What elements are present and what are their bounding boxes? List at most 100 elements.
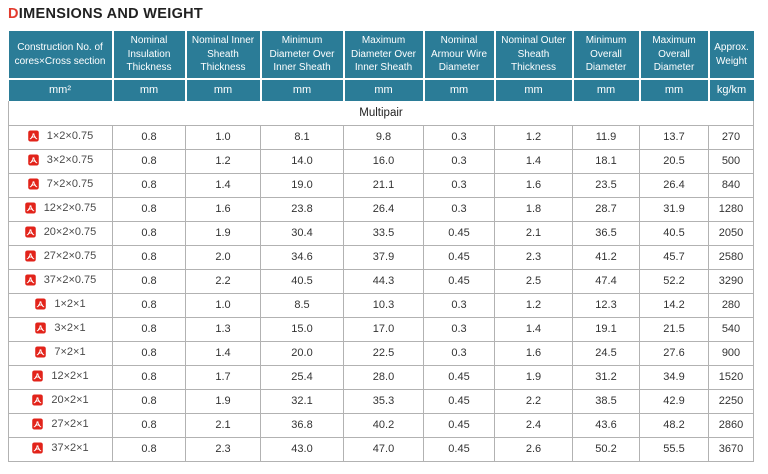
pdf-file-icon[interactable] <box>35 322 47 334</box>
column-header: Nominal Outer Sheath Thickness <box>493 31 573 80</box>
value-cell: 45.7 <box>639 244 709 270</box>
value-cell: 0.3 <box>423 316 495 342</box>
column-unit: mm <box>184 79 261 101</box>
construction-label: 3×2×1 <box>54 321 86 334</box>
value-cell: 0.45 <box>423 244 495 270</box>
pdf-file-icon[interactable] <box>32 442 44 454</box>
value-cell: 3290 <box>708 268 754 294</box>
value-cell: 0.3 <box>423 340 495 366</box>
value-cell: 900 <box>708 340 754 366</box>
value-cell: 0.8 <box>112 364 186 390</box>
construction-label: 20×2×1 <box>51 393 89 406</box>
value-cell: 30.4 <box>260 220 344 246</box>
column-header: Minimum Diameter Over Inner Sheath <box>259 31 344 80</box>
section-label: Multipair <box>8 101 754 126</box>
value-cell: 2.6 <box>494 436 573 462</box>
value-cell: 0.8 <box>112 196 186 222</box>
value-cell: 2.1 <box>494 220 573 246</box>
value-cell: 0.45 <box>423 268 495 294</box>
value-cell: 2.3 <box>185 436 261 462</box>
value-cell: 44.3 <box>343 268 424 294</box>
column-header: Construction No. of cores×Cross section <box>8 31 113 80</box>
value-cell: 23.8 <box>260 196 344 222</box>
value-cell: 20.0 <box>260 340 344 366</box>
value-cell: 1.9 <box>494 364 573 390</box>
construction-label: 7×2×1 <box>54 345 86 358</box>
pdf-file-icon[interactable] <box>27 154 39 166</box>
construction-cell: 20×2×1 <box>8 388 113 414</box>
value-cell: 21.5 <box>639 316 709 342</box>
pdf-file-icon[interactable] <box>32 418 44 430</box>
pdf-file-icon[interactable] <box>32 394 44 406</box>
value-cell: 1.0 <box>185 292 261 318</box>
value-cell: 0.8 <box>112 388 186 414</box>
construction-cell: 37×2×0.75 <box>8 268 113 294</box>
pdf-file-icon[interactable] <box>24 202 36 214</box>
value-cell: 50.2 <box>572 436 640 462</box>
value-cell: 22.5 <box>343 340 424 366</box>
value-cell: 280 <box>708 292 754 318</box>
column-header: Maximum Diameter Over Inner Sheath <box>342 31 424 80</box>
value-cell: 17.0 <box>343 316 424 342</box>
pdf-file-icon[interactable] <box>24 226 36 238</box>
construction-cell: 12×2×1 <box>8 364 113 390</box>
value-cell: 15.0 <box>260 316 344 342</box>
value-cell: 2.1 <box>185 412 261 438</box>
table-row: 1×2×1 0.8 1.0 8.5 10.3 0.3 1.2 12.3 14.2 280 <box>8 292 754 318</box>
value-cell: 1.3 <box>185 316 261 342</box>
table-row: 12×2×1 0.8 1.7 25.4 28.0 0.45 1.9 31.2 34.9 1520 <box>8 364 754 390</box>
value-cell: 1.6 <box>494 340 573 366</box>
value-cell: 1.4 <box>185 340 261 366</box>
value-cell: 41.2 <box>572 244 640 270</box>
value-cell: 0.45 <box>423 412 495 438</box>
value-cell: 8.5 <box>260 292 344 318</box>
value-cell: 40.5 <box>260 268 344 294</box>
construction-cell: 1×2×0.75 <box>8 124 113 150</box>
column-header: Nominal Insulation Thickness <box>111 31 186 80</box>
value-cell: 11.9 <box>572 124 640 150</box>
value-cell: 1.4 <box>185 172 261 198</box>
construction-label: 12×2×0.75 <box>43 201 97 214</box>
value-cell: 21.1 <box>343 172 424 198</box>
pdf-file-icon[interactable] <box>35 346 47 358</box>
value-cell: 47.0 <box>343 436 424 462</box>
value-cell: 0.8 <box>112 244 186 270</box>
value-cell: 1.2 <box>494 124 573 150</box>
value-cell: 0.8 <box>112 436 186 462</box>
construction-cell: 7×2×1 <box>8 340 113 366</box>
value-cell: 55.5 <box>639 436 709 462</box>
column-unit: mm <box>571 79 640 101</box>
value-cell: 12.3 <box>572 292 640 318</box>
value-cell: 0.3 <box>423 172 495 198</box>
page-title: DIMENSIONS AND WEIGHT <box>8 6 768 22</box>
pdf-file-icon[interactable] <box>27 130 39 142</box>
pdf-file-icon[interactable] <box>24 274 36 286</box>
table-row: 3×2×0.75 0.8 1.2 14.0 16.0 0.3 1.4 18.1 20.5 500 <box>8 148 754 174</box>
value-cell: 0.8 <box>112 412 186 438</box>
value-cell: 0.8 <box>112 148 186 174</box>
value-cell: 2580 <box>708 244 754 270</box>
value-cell: 36.8 <box>260 412 344 438</box>
pdf-file-icon[interactable] <box>35 298 47 310</box>
value-cell: 2.3 <box>494 244 573 270</box>
value-cell: 42.9 <box>639 388 709 414</box>
pdf-file-icon[interactable] <box>24 250 36 262</box>
column-unit: mm <box>111 79 186 101</box>
value-cell: 19.1 <box>572 316 640 342</box>
table-row: 7×2×0.75 0.8 1.4 19.0 21.1 0.3 1.6 23.5 26.4 840 <box>8 172 754 198</box>
table-row: 37×2×1 0.8 2.3 43.0 47.0 0.45 2.6 50.2 55.5 3670 <box>8 436 754 462</box>
value-cell: 26.4 <box>343 196 424 222</box>
value-cell: 0.8 <box>112 292 186 318</box>
value-cell: 19.0 <box>260 172 344 198</box>
pdf-file-icon[interactable] <box>32 370 44 382</box>
header-row: Construction No. of cores×Cross section N… <box>8 31 754 80</box>
column-unit: mm <box>422 79 495 101</box>
value-cell: 13.7 <box>639 124 709 150</box>
pdf-file-icon[interactable] <box>27 178 39 190</box>
value-cell: 0.8 <box>112 124 186 150</box>
column-header: Approx. Weight <box>707 31 754 80</box>
value-cell: 540 <box>708 316 754 342</box>
value-cell: 16.0 <box>343 148 424 174</box>
value-cell: 0.3 <box>423 124 495 150</box>
value-cell: 23.5 <box>572 172 640 198</box>
